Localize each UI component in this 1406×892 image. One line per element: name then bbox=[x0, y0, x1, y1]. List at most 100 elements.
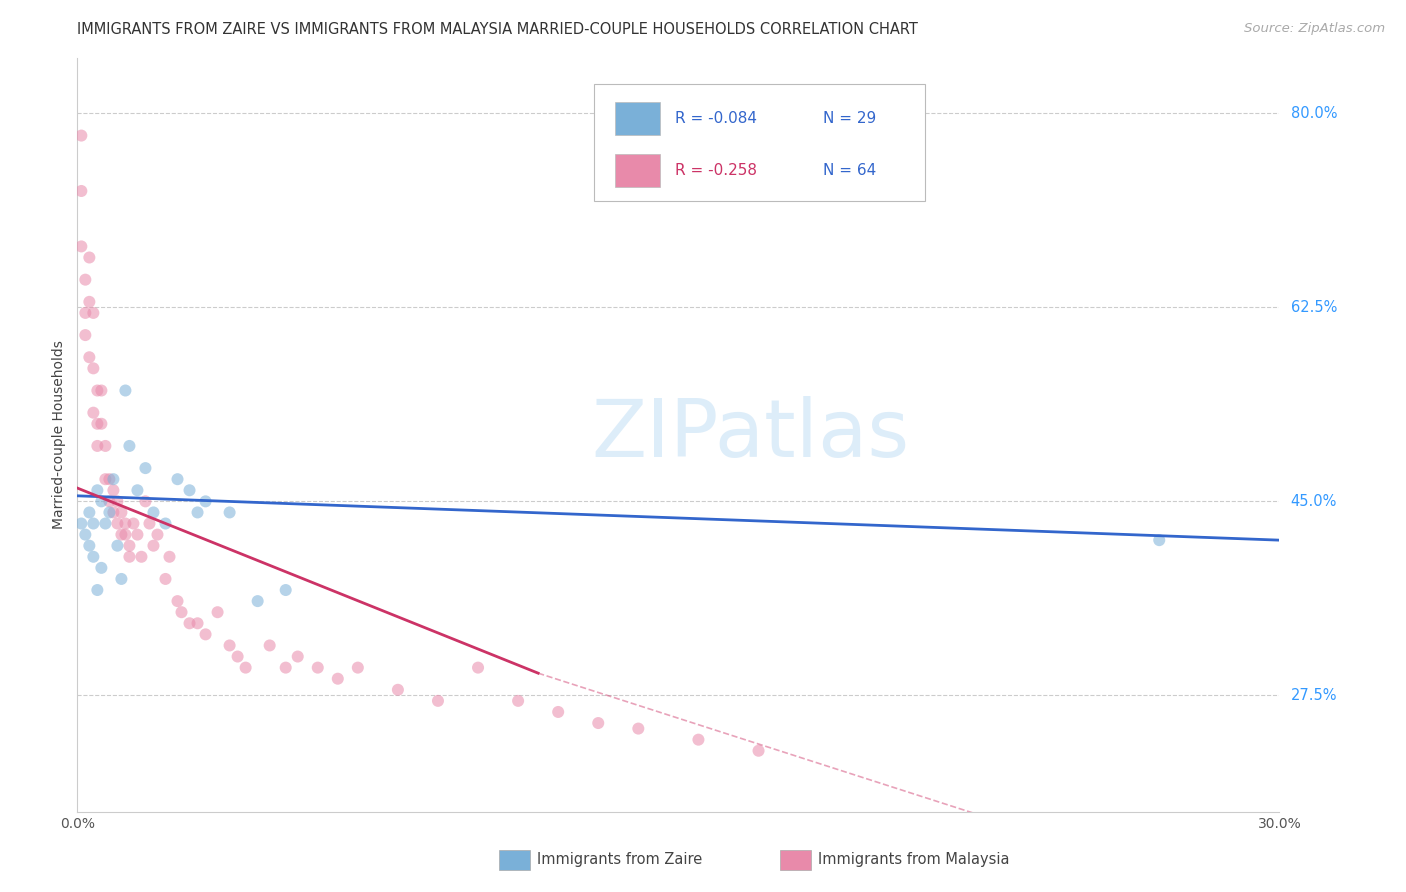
Point bbox=[134, 461, 156, 475]
Point bbox=[82, 406, 104, 420]
Point bbox=[98, 494, 121, 508]
Point bbox=[114, 527, 136, 541]
Point bbox=[218, 639, 240, 653]
Text: ZIPatlas: ZIPatlas bbox=[592, 396, 910, 474]
Point bbox=[307, 660, 329, 674]
Text: 45.0%: 45.0% bbox=[1291, 494, 1337, 508]
Point bbox=[75, 328, 97, 343]
Point bbox=[688, 732, 710, 747]
Point bbox=[86, 417, 108, 431]
Point bbox=[103, 472, 125, 486]
Point bbox=[82, 549, 104, 564]
Point bbox=[588, 716, 610, 731]
Point bbox=[134, 494, 156, 508]
Point bbox=[235, 660, 257, 674]
Point bbox=[75, 306, 97, 320]
Point bbox=[98, 505, 121, 519]
Point bbox=[166, 472, 188, 486]
Point bbox=[79, 505, 101, 519]
Point bbox=[170, 605, 193, 619]
Point bbox=[287, 649, 309, 664]
Point bbox=[127, 483, 149, 498]
Point bbox=[508, 694, 530, 708]
Point bbox=[107, 494, 129, 508]
Point bbox=[82, 306, 104, 320]
Text: Source: ZipAtlas.com: Source: ZipAtlas.com bbox=[1244, 22, 1385, 36]
Point bbox=[79, 539, 101, 553]
Point bbox=[82, 361, 104, 376]
Point bbox=[79, 251, 101, 265]
Bar bbox=[614, 103, 661, 136]
Point bbox=[127, 527, 149, 541]
Point bbox=[90, 417, 112, 431]
Point bbox=[94, 516, 117, 531]
Point bbox=[467, 660, 489, 674]
Text: IMMIGRANTS FROM ZAIRE VS IMMIGRANTS FROM MALAYSIA MARRIED-COUPLE HOUSEHOLDS CORR: IMMIGRANTS FROM ZAIRE VS IMMIGRANTS FROM… bbox=[77, 22, 918, 37]
Point bbox=[79, 351, 101, 365]
Point bbox=[90, 561, 112, 575]
Point bbox=[82, 516, 104, 531]
Point bbox=[103, 483, 125, 498]
Y-axis label: Married-couple Households: Married-couple Households bbox=[52, 341, 66, 529]
Point bbox=[159, 549, 181, 564]
Point bbox=[427, 694, 450, 708]
Point bbox=[118, 549, 141, 564]
Text: N = 64: N = 64 bbox=[823, 162, 876, 178]
Point bbox=[70, 128, 93, 143]
Point bbox=[748, 744, 770, 758]
Point bbox=[387, 682, 409, 697]
Point bbox=[142, 505, 165, 519]
Point bbox=[131, 549, 153, 564]
Point bbox=[107, 539, 129, 553]
Point bbox=[186, 616, 209, 631]
Point bbox=[274, 660, 297, 674]
Point bbox=[90, 384, 112, 398]
Point bbox=[70, 184, 93, 198]
Point bbox=[155, 516, 177, 531]
Point bbox=[326, 672, 349, 686]
Text: Immigrants from Malaysia: Immigrants from Malaysia bbox=[818, 853, 1010, 867]
Point bbox=[94, 439, 117, 453]
Point bbox=[114, 516, 136, 531]
Text: R = -0.084: R = -0.084 bbox=[675, 112, 756, 127]
Point bbox=[207, 605, 229, 619]
Point bbox=[166, 594, 188, 608]
FancyBboxPatch shape bbox=[595, 85, 925, 202]
Point bbox=[186, 505, 209, 519]
Text: 80.0%: 80.0% bbox=[1291, 106, 1337, 121]
Text: R = -0.258: R = -0.258 bbox=[675, 162, 756, 178]
Point bbox=[70, 239, 93, 253]
Point bbox=[86, 483, 108, 498]
Point bbox=[146, 527, 169, 541]
Point bbox=[90, 494, 112, 508]
Point bbox=[98, 472, 121, 486]
Point bbox=[118, 439, 141, 453]
Point bbox=[86, 439, 108, 453]
Point bbox=[110, 527, 132, 541]
Point bbox=[79, 294, 101, 309]
Text: 27.5%: 27.5% bbox=[1291, 688, 1337, 703]
Bar bbox=[614, 153, 661, 186]
Point bbox=[75, 527, 97, 541]
Point bbox=[142, 539, 165, 553]
Point bbox=[194, 627, 217, 641]
Point bbox=[179, 616, 201, 631]
Point bbox=[86, 582, 108, 597]
Point bbox=[218, 505, 240, 519]
Point bbox=[103, 505, 125, 519]
Text: N = 29: N = 29 bbox=[823, 112, 876, 127]
Point bbox=[107, 516, 129, 531]
Point bbox=[70, 516, 93, 531]
Point bbox=[259, 639, 281, 653]
Point bbox=[274, 582, 297, 597]
Point bbox=[75, 273, 97, 287]
Point bbox=[118, 539, 141, 553]
Point bbox=[547, 705, 569, 719]
Text: Immigrants from Zaire: Immigrants from Zaire bbox=[537, 853, 703, 867]
Point bbox=[1149, 533, 1171, 548]
Point bbox=[110, 572, 132, 586]
Point bbox=[138, 516, 160, 531]
Point bbox=[155, 572, 177, 586]
Point bbox=[226, 649, 249, 664]
Point bbox=[347, 660, 370, 674]
